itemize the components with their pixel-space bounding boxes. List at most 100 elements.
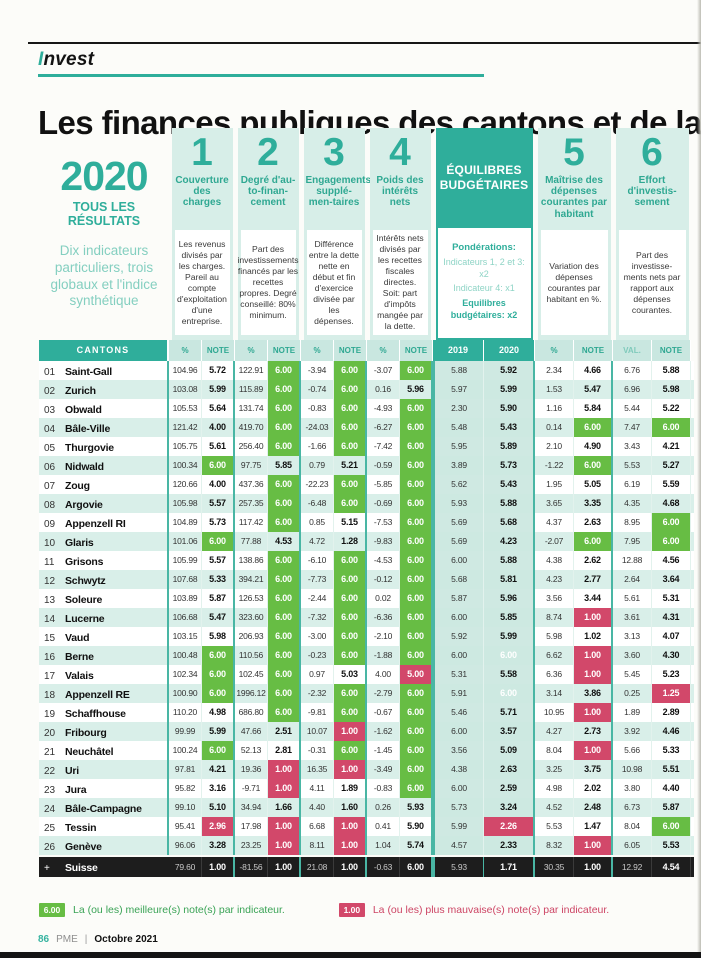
canton-number: 24 (44, 804, 56, 815)
best-note-cell: 6.00 (268, 437, 301, 456)
value-cell: 115.89 (235, 380, 268, 399)
value-cell: 4.98 (535, 779, 574, 798)
value-cell: 8.95 (613, 513, 652, 532)
value-cell: 6.62 (535, 646, 574, 665)
value-cell: 4.27 (535, 722, 574, 741)
value-cell: 10.07 (301, 722, 334, 741)
value-cell: 100.34 (169, 456, 202, 475)
value-cell: -3.07 (367, 361, 400, 380)
legend-worst-text: La (ou les) plus mauvaise(s) note(s) par… (372, 904, 610, 916)
note-cell: 3.57 (484, 722, 535, 741)
indicator-number: 5 (563, 131, 585, 174)
best-note-cell: 6.00 (400, 627, 433, 646)
note-cell: 5.74 (400, 836, 433, 855)
subheader-cell: VAL. (613, 340, 652, 361)
canton-name: Zurich (65, 385, 96, 397)
value-cell: 138.86 (235, 551, 268, 570)
subheader-cell: NOTE (334, 340, 367, 361)
note-cell: 5.15 (334, 513, 367, 532)
value-cell: 12.88 (613, 551, 652, 570)
subheader-cell: NOTE (574, 340, 613, 361)
value-cell: -2.44 (301, 589, 334, 608)
value-cell: 419.70 (235, 418, 268, 437)
value-cell: -0.12 (367, 570, 400, 589)
value-cell: -7.73 (301, 570, 334, 589)
table-row: 20 Fribourg 99.99 5.99 47.66 2.51 10.07 1.00 -1.… (39, 722, 694, 741)
canton-name: Schaffhouse (65, 708, 126, 720)
table-row: 08 Argovie 105.98 5.57 257.35 6.00 -6.48 6.00 -0… (39, 494, 694, 513)
value-cell: 79.60 (169, 857, 202, 877)
value-cell: 104.96 (169, 361, 202, 380)
canton-number: 15 (44, 633, 56, 644)
value-cell: -6.48 (301, 494, 334, 513)
canton-name: Vaud (65, 632, 90, 644)
subheader-cell: NOTE (268, 340, 301, 361)
value-cell: 102.45 (235, 665, 268, 684)
note-cell: 3.24 (484, 798, 535, 817)
equilibres-title: ÉQUILIBRES BUDGÉTAIRES (439, 163, 529, 192)
canton-number: 01 (44, 367, 56, 378)
indicator-number: 3 (323, 131, 345, 174)
note-cell: 2.63 (484, 760, 535, 779)
canton-name: Tessin (65, 822, 97, 834)
note-cell: 2.59 (484, 779, 535, 798)
table-row: 02 Zurich 103.08 5.99 115.89 6.00 -0.74 6.00 0.1… (39, 380, 694, 399)
value-cell: 5.93 (433, 494, 484, 513)
value-cell: 3.89 (433, 456, 484, 475)
year-block: 2020 TOUS LES RÉSULTATS Dix indicateurs … (39, 128, 169, 340)
value-cell: 121.42 (169, 418, 202, 437)
note-cell: 5.23 (652, 665, 691, 684)
canton-name: Neuchâtel (65, 746, 114, 758)
canton-name: Argovie (65, 499, 103, 511)
best-note-cell: 6.00 (400, 418, 433, 437)
indicator-description: Variation des dépenses courantes par hab… (540, 230, 608, 335)
value-cell: 126.53 (235, 589, 268, 608)
best-note-cell: 6.00 (268, 475, 301, 494)
note-cell: 4.56 (652, 551, 691, 570)
value-cell: 0.16 (367, 380, 400, 399)
value-cell: -7.32 (301, 608, 334, 627)
equilibres-header: ÉQUILIBRES BUDGÉTAIRES (435, 128, 533, 228)
value-cell: 101.06 (169, 532, 202, 551)
best-note-cell: 6.00 (268, 627, 301, 646)
value-cell: 5.69 (433, 532, 484, 551)
value-cell: -4.93 (367, 399, 400, 418)
canton-name: Valais (65, 670, 94, 682)
best-note-cell: 6.00 (400, 589, 433, 608)
value-cell: 5.73 (433, 798, 484, 817)
note-cell: 5.43 (484, 475, 535, 494)
value-cell: 100.24 (169, 741, 202, 760)
canton-name-cell: 02 Zurich (39, 380, 169, 399)
indicator-description: Différence entre la dette nette en début… (306, 230, 362, 335)
best-note-cell: 6.00 (400, 570, 433, 589)
best-note-cell: 6.00 (202, 665, 235, 684)
note-cell: 5.03 (334, 665, 367, 684)
indicator-header: 1 Couverture des charges (172, 128, 233, 228)
value-cell: 30.35 (535, 857, 574, 877)
best-note-cell: 6.00 (268, 494, 301, 513)
value-cell: 4.38 (535, 551, 574, 570)
value-cell: -2.79 (367, 684, 400, 703)
canton-name: Grisons (65, 556, 104, 568)
value-cell: 4.37 (535, 513, 574, 532)
value-cell: -0.23 (301, 646, 334, 665)
value-cell: -6.10 (301, 551, 334, 570)
worst-note-cell: 1.00 (268, 779, 301, 798)
best-note-cell: 6.00 (268, 703, 301, 722)
note-cell: 5.21 (334, 456, 367, 475)
value-cell: 3.56 (535, 589, 574, 608)
note-cell: 6.00 (400, 857, 433, 877)
note-cell: 5.58 (484, 665, 535, 684)
value-cell: 2.30 (433, 399, 484, 418)
value-cell: 0.02 (367, 589, 400, 608)
value-cell: 99.99 (169, 722, 202, 741)
canton-number: 19 (44, 709, 56, 720)
canton-number: 05 (44, 443, 56, 454)
best-note-cell: 6.00 (400, 779, 433, 798)
note-cell: 1.02 (574, 627, 613, 646)
value-cell: 110.56 (235, 646, 268, 665)
canton-name: Glaris (65, 537, 94, 549)
indicator-title: Degré d'au-to-finan-cement (240, 175, 296, 209)
value-cell: 105.53 (169, 399, 202, 418)
